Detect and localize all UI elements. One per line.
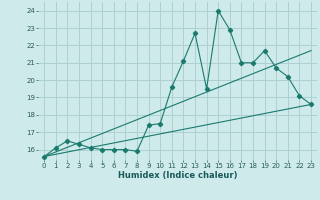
X-axis label: Humidex (Indice chaleur): Humidex (Indice chaleur) [118, 171, 237, 180]
